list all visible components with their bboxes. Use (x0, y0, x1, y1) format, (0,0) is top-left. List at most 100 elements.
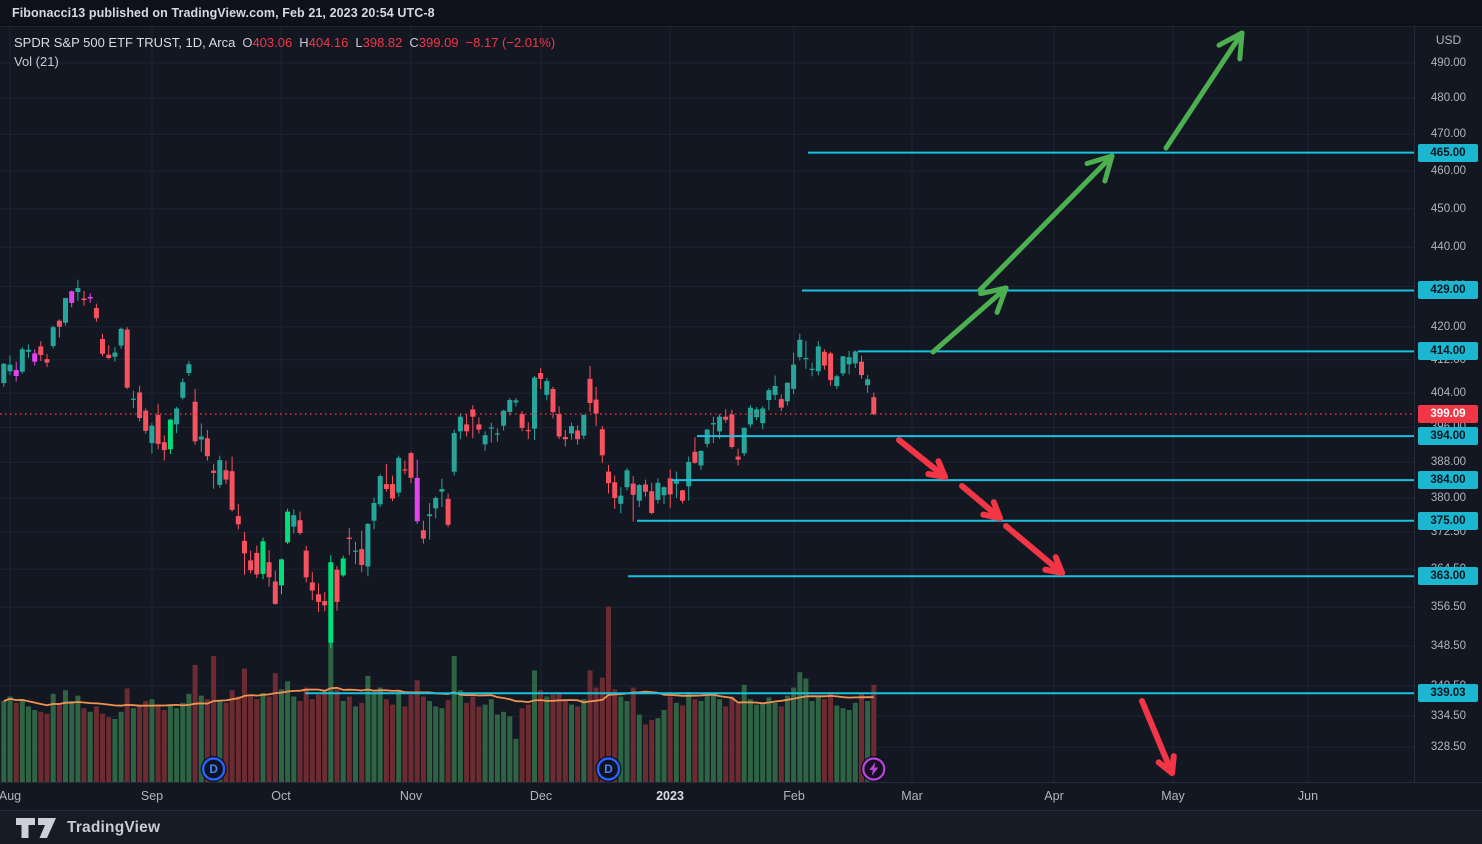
price-level-badge: 429.00 (1418, 281, 1478, 299)
price-tick-label: 450.00 (1430, 203, 1467, 215)
candle-body (248, 560, 254, 571)
candle-body (618, 495, 624, 504)
volume-bar (612, 689, 618, 782)
time-axis-label: Oct (271, 789, 291, 803)
volume-bar (754, 704, 760, 782)
candle-body (784, 382, 790, 402)
candle-body (204, 438, 210, 457)
candle-body (482, 435, 488, 445)
dividend-marker-letter: D (604, 762, 613, 776)
price-axis[interactable]: USD 490.00 480.00 470.00 460.00 450.00 440.00… (1414, 27, 1482, 782)
volume-bar (371, 692, 377, 782)
volume-bar (124, 688, 130, 782)
candle-body (420, 530, 426, 539)
volume-bar (174, 708, 180, 782)
volume-bar (223, 702, 229, 782)
volume-bar (852, 702, 858, 782)
volume-bar (519, 708, 525, 782)
candle-body (19, 349, 25, 372)
candle-body (211, 470, 217, 473)
volume-bar (390, 704, 395, 782)
candle-body (149, 425, 155, 444)
candle-body (686, 461, 692, 487)
candle-body (852, 351, 858, 364)
volume-bar (729, 696, 735, 782)
symbol-legend: SPDR S&P 500 ETF TRUST, 1D, Arca O403.06 H… (14, 33, 555, 71)
candle-body (821, 351, 827, 366)
volume-bar (655, 718, 661, 782)
volume-bar (717, 699, 723, 782)
volume-bar (303, 687, 309, 782)
price-tick-label: 404.00 (1430, 387, 1467, 399)
volume-bar (760, 702, 766, 782)
volume-bar (112, 719, 118, 782)
volume-bar (636, 714, 642, 782)
time-axis-label: May (1161, 789, 1185, 803)
volume-bar (340, 701, 346, 782)
candle-body (254, 552, 260, 575)
dividend-marker-icon (201, 757, 226, 781)
candle-body (414, 477, 420, 522)
candle-body (766, 390, 772, 400)
down-trend-arrow (896, 437, 948, 480)
candle-body (433, 498, 439, 509)
volume-bar (19, 699, 25, 782)
volume-bar (476, 706, 482, 782)
time-axis-label: Nov (399, 789, 423, 803)
volume-bar (87, 711, 93, 782)
volume-bar (821, 699, 827, 782)
volume-bar (643, 724, 648, 782)
volume-bar (198, 695, 204, 782)
price-tick-label: 380.00 (1430, 492, 1467, 504)
candle-body (649, 491, 655, 513)
price-level-badge: 384.00 (1418, 471, 1478, 489)
time-axis[interactable]: Aug Sep Oct Nov Dec 2023 Feb Mar Apr May Jun (0, 782, 1482, 810)
candle-body (865, 379, 871, 386)
price-tick-label: 334.50 (1430, 710, 1467, 722)
volume-bar (217, 701, 223, 782)
candle-body (550, 389, 556, 412)
volume-bar (778, 706, 784, 782)
volume-bar (229, 690, 235, 782)
candle-body (692, 451, 698, 463)
volume-bar (204, 699, 210, 782)
volume-bar (414, 680, 420, 782)
candle-body (198, 436, 204, 440)
candle-body (44, 359, 50, 363)
volume-bar (698, 701, 704, 782)
candle-body (575, 430, 581, 440)
candle-body (75, 288, 81, 293)
candle-body (655, 482, 661, 500)
candle-body (279, 559, 284, 586)
volume-bar (599, 677, 605, 782)
candle-body (599, 429, 605, 456)
candle-body (285, 511, 291, 543)
down-trend-arrow-head (980, 511, 1003, 521)
volume-bar (408, 694, 414, 782)
candle-body (729, 414, 735, 447)
candle-body (439, 489, 445, 492)
volume-bar (575, 706, 581, 782)
volume-bar (587, 670, 593, 782)
price-tick-label: 490.00 (1430, 57, 1467, 69)
candle-body (174, 408, 180, 425)
volume-bar (859, 693, 864, 782)
low-value: 398.82 (362, 35, 403, 50)
volume-bar (353, 706, 358, 782)
volume-bar (501, 711, 507, 782)
candle-body (803, 358, 809, 360)
candle-body (316, 594, 321, 602)
candle-body (309, 582, 315, 591)
up-trend-arrow-head (1084, 153, 1115, 166)
candle-body (427, 514, 433, 517)
volume-bar (93, 706, 99, 782)
candle-body (322, 601, 328, 606)
volume-bar (581, 699, 587, 782)
volume-bar (593, 687, 599, 782)
price-level-badge: 363.00 (1418, 567, 1478, 585)
candle-body (630, 483, 636, 495)
candle-body (507, 400, 513, 412)
candle-body (328, 562, 334, 643)
